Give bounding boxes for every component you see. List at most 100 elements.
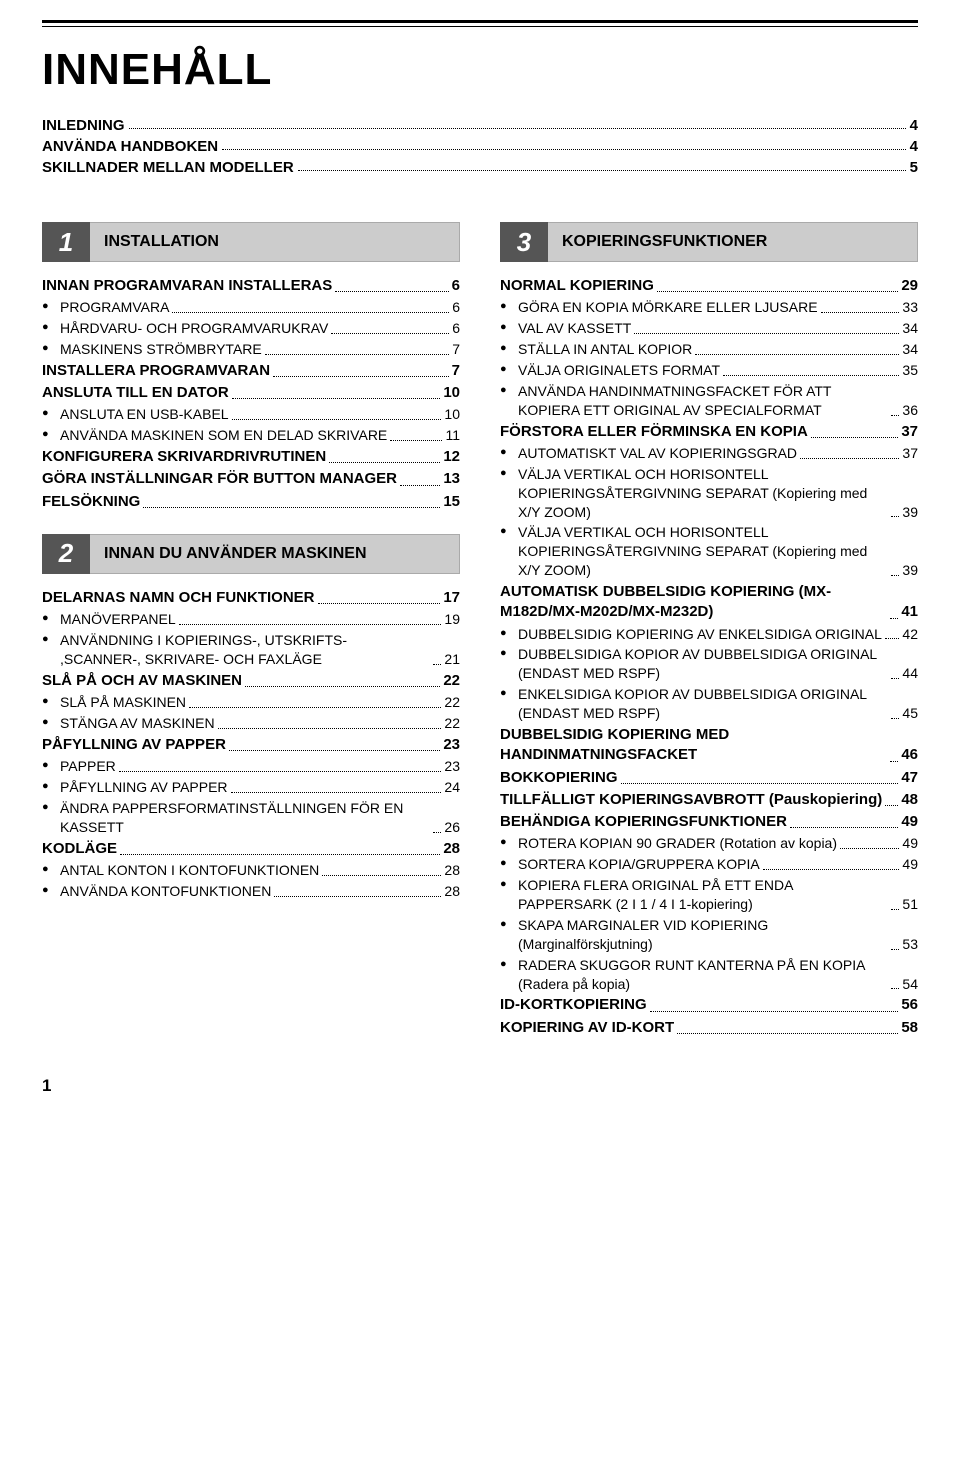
toc-label: ANSLUTA TILL EN DATOR — [42, 383, 229, 403]
toc-entry: PAPPER23 — [42, 757, 460, 776]
leader-dots — [891, 516, 899, 517]
toc-label: INSTALLERA PROGRAMVARAN — [42, 361, 270, 381]
toc-entry: ANVÄNDA MASKINEN SOM EN DELAD SKRIVARE 11 — [42, 426, 460, 445]
toc-label: VÄLJA VERTIKAL OCH HORISONTELL KOPIERING… — [518, 465, 888, 522]
toc-page: 54 — [902, 975, 918, 994]
section-header-1: 1 INSTALLATION — [42, 222, 460, 262]
toc-entry: VÄLJA VERTIKAL OCH HORISONTELL KOPIERING… — [500, 523, 918, 580]
toc-page: 26 — [444, 818, 460, 837]
toc-entry: BEHÄNDIGA KOPIERINGSFUNKTIONER49 — [500, 812, 918, 832]
toc-label: ID-KORTKOPIERING — [500, 995, 647, 1015]
toc-page: 6 — [452, 298, 460, 317]
toc-label: MANÖVERPANEL — [60, 610, 176, 629]
leader-dots — [119, 771, 442, 772]
top-rule — [42, 20, 918, 27]
footer-page-number: 1 — [42, 1076, 918, 1096]
toc-label: AUTOMATISK DUBBELSIDIG KOPIERING (MX-M18… — [500, 582, 887, 623]
toc-label: VÄLJA VERTIKAL OCH HORISONTELL KOPIERING… — [518, 523, 888, 580]
toc-entry: ANSLUTA TILL EN DATOR10 — [42, 383, 460, 403]
toc-page: 11 — [445, 426, 460, 445]
toc-entry: NORMAL KOPIERING29 — [500, 276, 918, 296]
toc-page: 5 — [910, 159, 918, 176]
toc-entry: ANVÄNDA KONTOFUNKTIONEN28 — [42, 882, 460, 901]
leader-dots — [120, 854, 440, 855]
toc-entry: ANSLUTA EN USB-KABEL 10 — [42, 405, 460, 424]
toc-label: ANSLUTA EN USB-KABEL — [60, 405, 229, 424]
toc-entry: SORTERA KOPIA/GRUPPERA KOPIA49 — [500, 855, 918, 874]
right-column: 3 KOPIERINGSFUNKTIONER NORMAL KOPIERING2… — [500, 200, 918, 1040]
toc-page: 4 — [910, 138, 918, 155]
toc-label: ANTAL KONTON I KONTOFUNKTIONEN — [60, 861, 319, 880]
leader-dots — [433, 664, 441, 665]
toc-entry: ANVÄNDNING I KOPIERINGS-, UTSKRIFTS- ,SC… — [42, 631, 460, 669]
toc-page: 22 — [444, 693, 460, 712]
toc-label: VÄLJA ORIGINALETS FORMAT — [518, 361, 720, 380]
leader-dots — [273, 376, 449, 377]
toc-page: 34 — [902, 319, 918, 338]
toc-entry: STÄNGA AV MASKINEN22 — [42, 714, 460, 733]
columns: 1 INSTALLATION INNAN PROGRAMVARAN INSTAL… — [42, 200, 918, 1040]
leader-dots — [885, 805, 898, 806]
leader-dots — [891, 909, 899, 910]
toc-label: ANVÄNDA MASKINEN SOM EN DELAD SKRIVARE — [60, 426, 387, 445]
toc-entry: ANTAL KONTON I KONTOFUNKTIONEN28 — [42, 861, 460, 880]
toc-page: 41 — [901, 602, 918, 622]
toc-entry: SKAPA MARGINALER VID KOPIERING (Marginal… — [500, 916, 918, 954]
toc-page: 39 — [902, 503, 918, 522]
toc-label: INNAN PROGRAMVARAN INSTALLERAS — [42, 276, 332, 296]
toc-label: PÅFYLLNING AV PAPPER — [42, 735, 226, 755]
leader-dots — [298, 159, 906, 171]
section-label: INNAN DU ANVÄNDER MASKINEN — [90, 534, 460, 574]
toc-entry: ID-KORTKOPIERING 56 — [500, 995, 918, 1015]
leader-dots — [222, 138, 906, 150]
toc-entry: STÄLLA IN ANTAL KOPIOR34 — [500, 340, 918, 359]
toc-label: AUTOMATISKT VAL AV KOPIERINGSGRAD — [518, 444, 797, 463]
toc-label: SKILLNADER MELLAN MODELLER — [42, 159, 294, 176]
toc-entry: KOPIERA FLERA ORIGINAL PÅ ETT ENDA PAPPE… — [500, 876, 918, 914]
section-number: 3 — [500, 222, 548, 262]
toc-label: PROGRAMVARA — [60, 298, 169, 317]
toc-entry: DUBBELSIDIG KOPIERING MED HANDINMATNINGS… — [500, 725, 918, 766]
leader-dots — [232, 398, 441, 399]
toc-entry: DUBBELSIDIGA KOPIOR AV DUBBELSIDIGA ORIG… — [500, 645, 918, 683]
leader-dots — [621, 783, 899, 784]
toc-entry: PROGRAMVARA 6 — [42, 298, 460, 317]
toc-page: 6 — [452, 319, 460, 338]
toc-label: DUBBELSIDIGA KOPIOR AV DUBBELSIDIGA ORIG… — [518, 645, 888, 683]
toc-page: 49 — [901, 812, 918, 832]
toc-label: STÄNGA AV MASKINEN — [60, 714, 215, 733]
leader-dots — [891, 678, 899, 679]
toc-page: 17 — [443, 588, 460, 608]
toc-page: 13 — [443, 469, 460, 489]
leader-dots — [143, 507, 440, 508]
toc-label: SLÅ PÅ MASKINEN — [60, 693, 186, 712]
toc-label: ANVÄNDA HANDBOKEN — [42, 138, 218, 155]
toc-entry: RADERA SKUGGOR RUNT KANTERNA PÅ EN KOPIA… — [500, 956, 918, 994]
toc-entry: PÅFYLLNING AV PAPPER24 — [42, 778, 460, 797]
toc-entry: INSTALLERA PROGRAMVARAN 7 — [42, 361, 460, 381]
toc-entry: DELARNAS NAMN OCH FUNKTIONER17 — [42, 588, 460, 608]
toc-page: 10 — [444, 405, 460, 424]
leader-dots — [634, 333, 899, 334]
leader-dots — [231, 792, 442, 793]
leader-dots — [172, 312, 449, 313]
toc-page: 42 — [902, 625, 918, 644]
toc-page: 44 — [902, 664, 918, 683]
toc-page: 56 — [901, 995, 918, 1015]
toc-entry: ENKELSIDIGA KOPIOR AV DUBBELSIDIGA ORIGI… — [500, 685, 918, 723]
toc-entry: PÅFYLLNING AV PAPPER23 — [42, 735, 460, 755]
toc-entry: KONFIGURERA SKRIVARDRIVRUTINEN12 — [42, 447, 460, 467]
toc-page: 46 — [901, 745, 918, 765]
toc-page: 49 — [902, 855, 918, 874]
leader-dots — [723, 375, 899, 376]
leader-dots — [318, 603, 441, 604]
page-title: INNEHÅLL — [42, 45, 918, 95]
toc-page: 7 — [452, 361, 460, 381]
toc-page: 6 — [452, 276, 460, 296]
toc-label: ENKELSIDIGA KOPIOR AV DUBBELSIDIGA ORIGI… — [518, 685, 888, 723]
toc-entry: ANVÄNDA HANDINMATNINGSFACKET FÖR ATT KOP… — [500, 382, 918, 420]
toc-label: ANVÄNDNING I KOPIERINGS-, UTSKRIFTS- ,SC… — [60, 631, 430, 669]
leader-dots — [821, 312, 900, 313]
leader-dots — [891, 575, 899, 576]
toc-label: GÖRA INSTÄLLNINGAR FÖR BUTTON MANAGER — [42, 469, 397, 489]
